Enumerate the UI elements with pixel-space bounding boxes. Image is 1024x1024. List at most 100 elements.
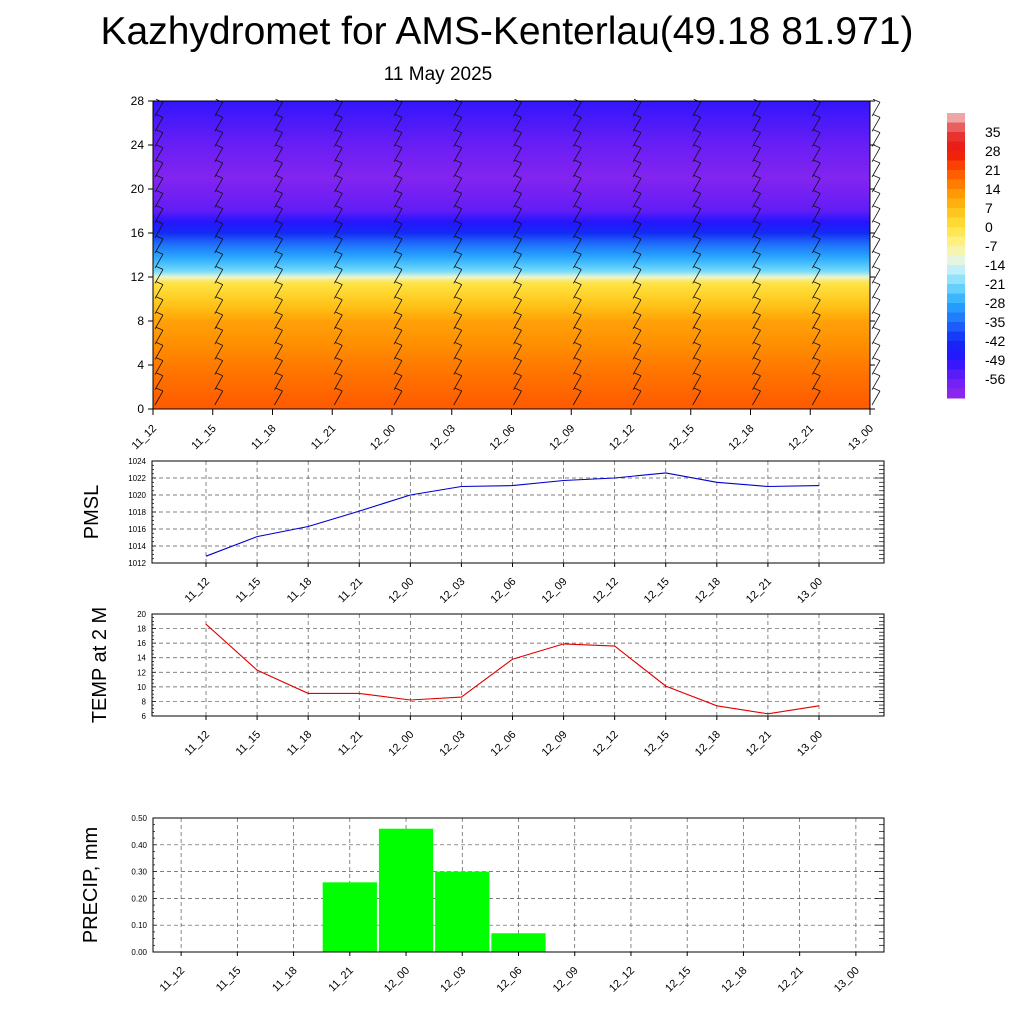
wind-barb-feather (454, 342, 462, 346)
wind-barb-feather (633, 114, 642, 118)
xtick-label: 13_00 (795, 576, 825, 606)
wind-barb-feather (454, 190, 462, 194)
wind-barb-feather (394, 114, 403, 118)
wind-barb-feather (633, 144, 642, 149)
wind-barb-feather (155, 250, 164, 255)
wind-barb-shaft (333, 208, 343, 223)
wind-barb-feather (693, 342, 701, 346)
wind-barb-feather (813, 357, 821, 361)
wind-barb-shaft (632, 102, 642, 117)
wind-barb-shaft (871, 162, 881, 178)
xtick-label: 12_15 (642, 576, 672, 606)
wind-barb-shaft (871, 117, 881, 132)
wind-barb-shaft (811, 390, 821, 406)
wind-barb-feather (275, 311, 283, 316)
ytick-label: 1012 (128, 559, 146, 568)
wind-barb-feather (633, 159, 642, 164)
wind-barb-shaft (154, 208, 164, 223)
wind-barb-feather (753, 326, 761, 331)
colorbar-swatch (947, 360, 965, 370)
precip-bar (322, 882, 377, 952)
xtick-label: 12_18 (719, 965, 749, 995)
wind-barb-shaft (811, 299, 821, 314)
wind-barb-shaft (811, 284, 821, 299)
wind-barb-feather (753, 174, 761, 179)
wind-barb-feather (633, 250, 642, 255)
wind-barb-feather (514, 281, 522, 285)
wind-barb-shaft (513, 375, 522, 390)
wind-barb-feather (394, 220, 403, 225)
wind-barb-feather (394, 296, 403, 301)
wind-barb-shaft (871, 147, 881, 162)
xtick-label: 13_00 (832, 965, 862, 995)
wind-barb-feather (394, 159, 403, 164)
wind-barb-feather (275, 296, 283, 301)
wind-barb-shaft (214, 284, 224, 299)
wind-barb-shaft (752, 269, 761, 284)
wind-barb-shaft (811, 208, 821, 223)
colorbar-swatch (947, 160, 965, 171)
wind-barb-feather (633, 387, 642, 392)
colorbar-label: -42 (985, 333, 1005, 349)
wind-barb-feather (872, 114, 881, 118)
wind-barb-shaft (154, 360, 164, 375)
wind-barb-feather (514, 144, 522, 149)
wind-barb-feather (693, 235, 701, 240)
wind-barb-shaft (513, 299, 522, 314)
wind-barb-feather (753, 266, 761, 270)
wind-barb-shaft (333, 284, 343, 299)
wind-barb-feather (215, 372, 223, 377)
wind-barb-shaft (811, 375, 821, 390)
wind-barb-feather (753, 372, 761, 377)
wind-barb-shaft (154, 269, 164, 284)
ytick-label: 18 (137, 625, 146, 634)
wind-barb-shaft (453, 254, 463, 269)
wind-barb-feather (215, 281, 223, 285)
wind-barb-shaft (274, 330, 283, 345)
wind-barb-shaft (513, 238, 522, 254)
colorbar-swatch (947, 322, 965, 332)
wind-barb-shaft (632, 330, 642, 345)
wind-barb-feather (693, 205, 701, 209)
wind-barb-shaft (811, 238, 821, 254)
heatmap-ytick-label: 20 (131, 182, 145, 196)
wind-barb-shaft (572, 284, 582, 299)
ytick-label: 14 (137, 654, 146, 663)
wind-barb-feather (633, 296, 642, 301)
wind-barb-shaft (572, 299, 582, 314)
wind-barb-feather (394, 235, 403, 240)
wind-barb-shaft (572, 375, 582, 390)
wind-barb-feather (155, 159, 164, 164)
wind-barb-feather (813, 311, 821, 316)
wind-barb-feather (693, 296, 701, 301)
wind-barb-shaft (513, 360, 522, 375)
wind-barb-feather (335, 129, 343, 133)
wind-barb-feather (633, 357, 642, 361)
colorbar-swatch (947, 265, 965, 275)
wind-barb-shaft (333, 223, 343, 238)
ytick-label: 8 (142, 697, 147, 706)
wind-barb-shaft (692, 193, 702, 208)
wind-barb-shaft (632, 238, 642, 254)
wind-barb-shaft (752, 178, 761, 193)
wind-barb-feather (813, 296, 821, 301)
wind-barb-shaft (632, 360, 642, 375)
wind-barb-shaft (274, 178, 283, 193)
wind-barb-shaft (393, 147, 403, 162)
wind-barb-feather (155, 387, 164, 392)
wind-barb-shaft (393, 162, 403, 178)
wind-barb-feather (574, 220, 582, 225)
wind-barb-feather (574, 159, 582, 164)
wind-barb-shaft (632, 345, 642, 360)
wind-barb-shaft (154, 147, 164, 162)
wind-barb-shaft (811, 269, 821, 284)
ytick-label: 1022 (128, 474, 146, 483)
heatmap-xtick-label: 11_21 (309, 423, 339, 453)
wind-barb-shaft (214, 102, 224, 117)
wind-barb-shaft (632, 208, 642, 223)
wind-barb-shaft (333, 299, 343, 314)
wind-barb-feather (693, 266, 701, 270)
wind-barb-feather (514, 357, 522, 361)
wind-barb-feather (693, 326, 701, 331)
wind-barb-shaft (692, 254, 702, 269)
